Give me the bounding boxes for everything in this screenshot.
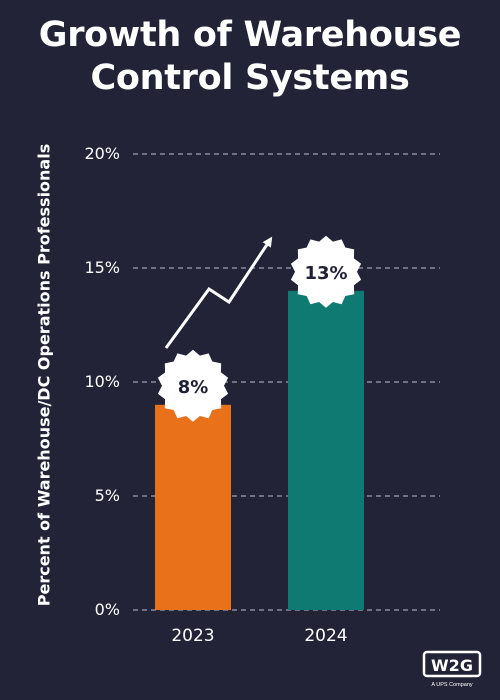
logo-tagline: A UPS Company <box>431 682 473 688</box>
chart-title-line-2: Control Systems <box>90 58 410 98</box>
badge-burst-icon <box>290 235 362 308</box>
bar-2024 <box>288 290 364 610</box>
x-tick-label: 2024 <box>304 626 347 646</box>
gridlines <box>133 153 440 611</box>
brand-logo: W2G A UPS Company <box>422 650 484 690</box>
x-tick-labels: 2023 2024 <box>171 626 347 646</box>
y-tick-labels: 0% 5% 10% 15% 20% <box>84 144 120 619</box>
bars <box>155 290 364 610</box>
y-tick-label: 0% <box>95 600 120 619</box>
y-tick-label: 20% <box>84 144 120 163</box>
data-label-badge: 13% <box>290 235 362 308</box>
data-label: 13% <box>304 263 347 284</box>
data-labels: 8% 13% <box>157 235 362 422</box>
logo-frame <box>422 650 482 678</box>
y-tick-label: 5% <box>95 486 120 505</box>
data-label: 8% <box>178 377 209 398</box>
chart-title-line-1: Growth of Warehouse <box>38 15 462 55</box>
x-tick-label: 2023 <box>171 626 214 646</box>
y-tick-label: 10% <box>84 372 120 391</box>
badge-burst-icon <box>157 349 229 422</box>
chart-title: Growth of Warehouse Control Systems <box>0 14 500 100</box>
y-tick-label: 15% <box>84 258 120 277</box>
logo-text: W2G <box>431 656 473 675</box>
bar-2023 <box>155 404 231 610</box>
trend-arrow-icon <box>164 236 273 349</box>
data-label-badge: 8% <box>157 349 229 422</box>
